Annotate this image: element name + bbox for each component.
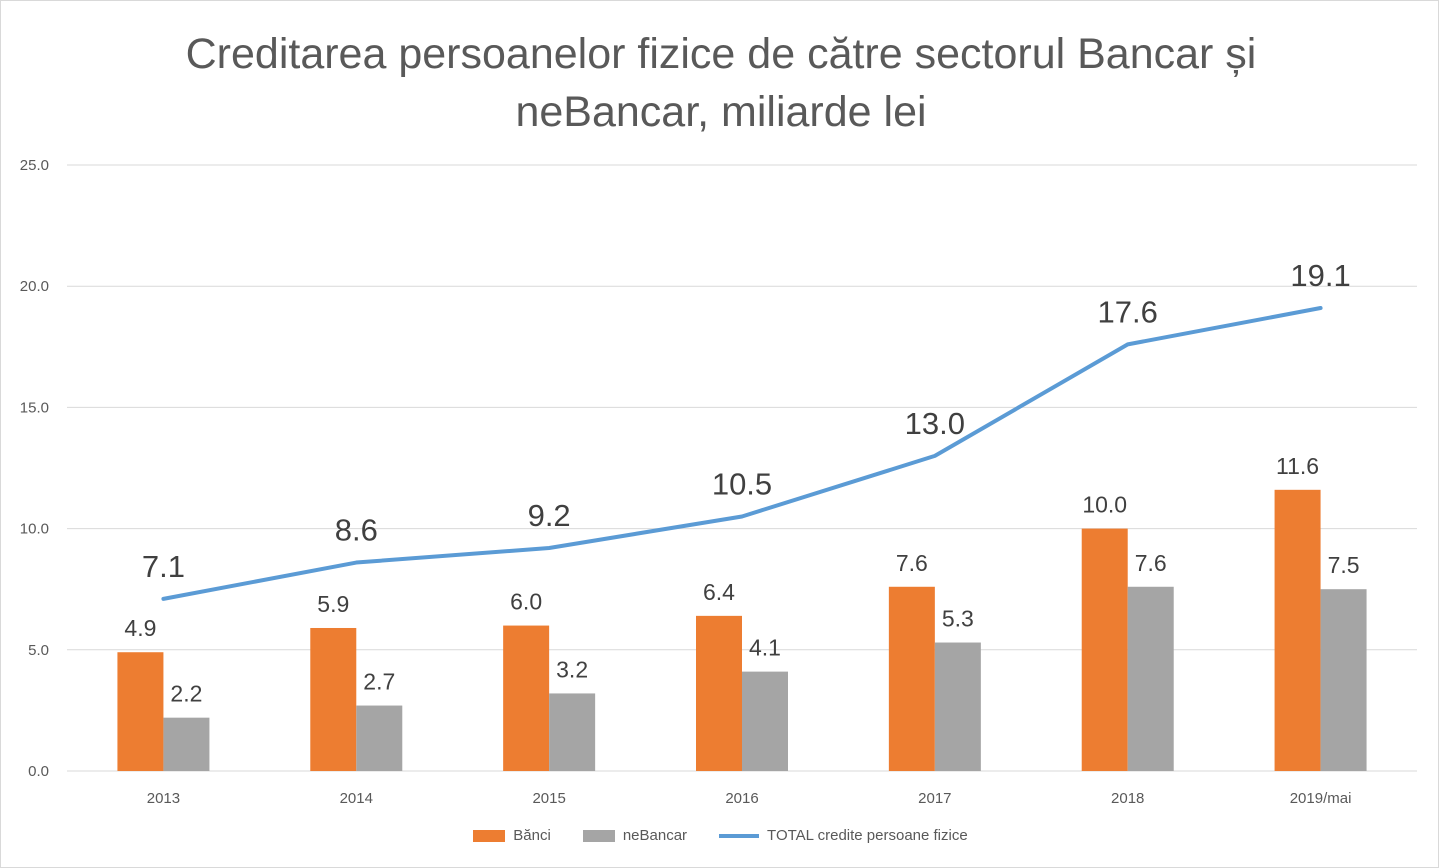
x-tick-label: 2018	[1111, 790, 1144, 807]
line-value-label: 9.2	[528, 498, 571, 533]
x-tick-label: 2016	[725, 790, 758, 807]
bar-nebancar	[549, 693, 596, 771]
x-tick-label: 2017	[918, 790, 951, 807]
legend-swatch-total	[719, 833, 760, 838]
x-tick-label: 2013	[147, 790, 180, 807]
legend-label-nebancar: neBancar	[622, 827, 688, 844]
y-tick-label: 25.0	[20, 157, 49, 174]
line-value-label: 10.5	[712, 466, 772, 501]
bar-value-label: 10.0	[1082, 492, 1127, 518]
bar-banci	[888, 586, 935, 771]
bar-nebancar	[742, 671, 788, 771]
line-value-label: 19.1	[1290, 258, 1350, 293]
chart-title: Creditarea persoanelor fizice de către s…	[185, 30, 1257, 136]
y-tick-label: 15.0	[20, 399, 49, 416]
x-tick-label: 2019/mai	[1290, 790, 1352, 807]
bar-value-label: 5.9	[317, 591, 349, 617]
y-tick-label: 20.0	[20, 278, 49, 295]
bar-value-label: 5.3	[942, 606, 974, 632]
legend-item-banci: Bănci	[473, 827, 551, 844]
bar-nebancar	[1320, 589, 1367, 771]
x-tick-label: 2014	[340, 790, 373, 807]
legend-swatch-banci	[473, 829, 506, 842]
bar-nebancar	[356, 705, 403, 771]
bar-value-label: 6.0	[510, 589, 542, 615]
x-tick-label: 2015	[532, 790, 565, 807]
bar-nebancar	[1127, 586, 1174, 771]
line-value-label: 7.1	[142, 549, 185, 584]
bar-nebancar	[934, 642, 981, 771]
chart-plot: 0.0 5.0 10.0 15.0 20.0 25.0 4.9 2.2 2013 5.9 2.7 20…	[20, 157, 1417, 807]
line-value-label: 13.0	[905, 406, 965, 441]
legend-item-nebancar: neBancar	[582, 827, 688, 844]
bar-value-label: 2.7	[363, 669, 395, 695]
bar-value-label: 7.5	[1328, 552, 1360, 578]
bar-banci	[310, 627, 357, 771]
bar-banci	[1274, 489, 1321, 771]
bar-value-label: 6.4	[703, 579, 735, 605]
legend-label-banci: Bănci	[513, 827, 551, 844]
bar-value-label: 3.2	[556, 656, 588, 682]
legend-item-total: TOTAL credite persoane fizice	[719, 827, 968, 844]
y-tick-label: 0.0	[28, 763, 49, 780]
bar-banci	[503, 625, 550, 771]
y-tick-label: 5.0	[28, 642, 49, 659]
line-value-label: 17.6	[1098, 294, 1158, 329]
bar-value-label: 4.1	[749, 635, 781, 661]
bar-nebancar	[163, 717, 210, 771]
total-line	[161, 306, 1323, 601]
legend-label-total: TOTAL credite persoane fizice	[767, 827, 968, 844]
y-tick-label: 10.0	[20, 521, 49, 538]
bar-banci	[696, 615, 742, 771]
bar-value-label: 7.6	[1135, 550, 1167, 576]
bar-banci	[117, 652, 164, 771]
bar-value-label: 11.6	[1276, 453, 1319, 479]
bar-banci	[1081, 528, 1128, 771]
bar-value-label: 4.9	[124, 615, 156, 641]
legend-swatch-nebancar	[582, 829, 615, 842]
bar-value-label: 7.6	[896, 550, 928, 576]
bar-value-label: 2.2	[170, 681, 202, 707]
chart-legend: Bănci neBancar TOTAL credite persoane fi…	[1, 827, 1439, 844]
line-value-label: 8.6	[335, 513, 378, 548]
